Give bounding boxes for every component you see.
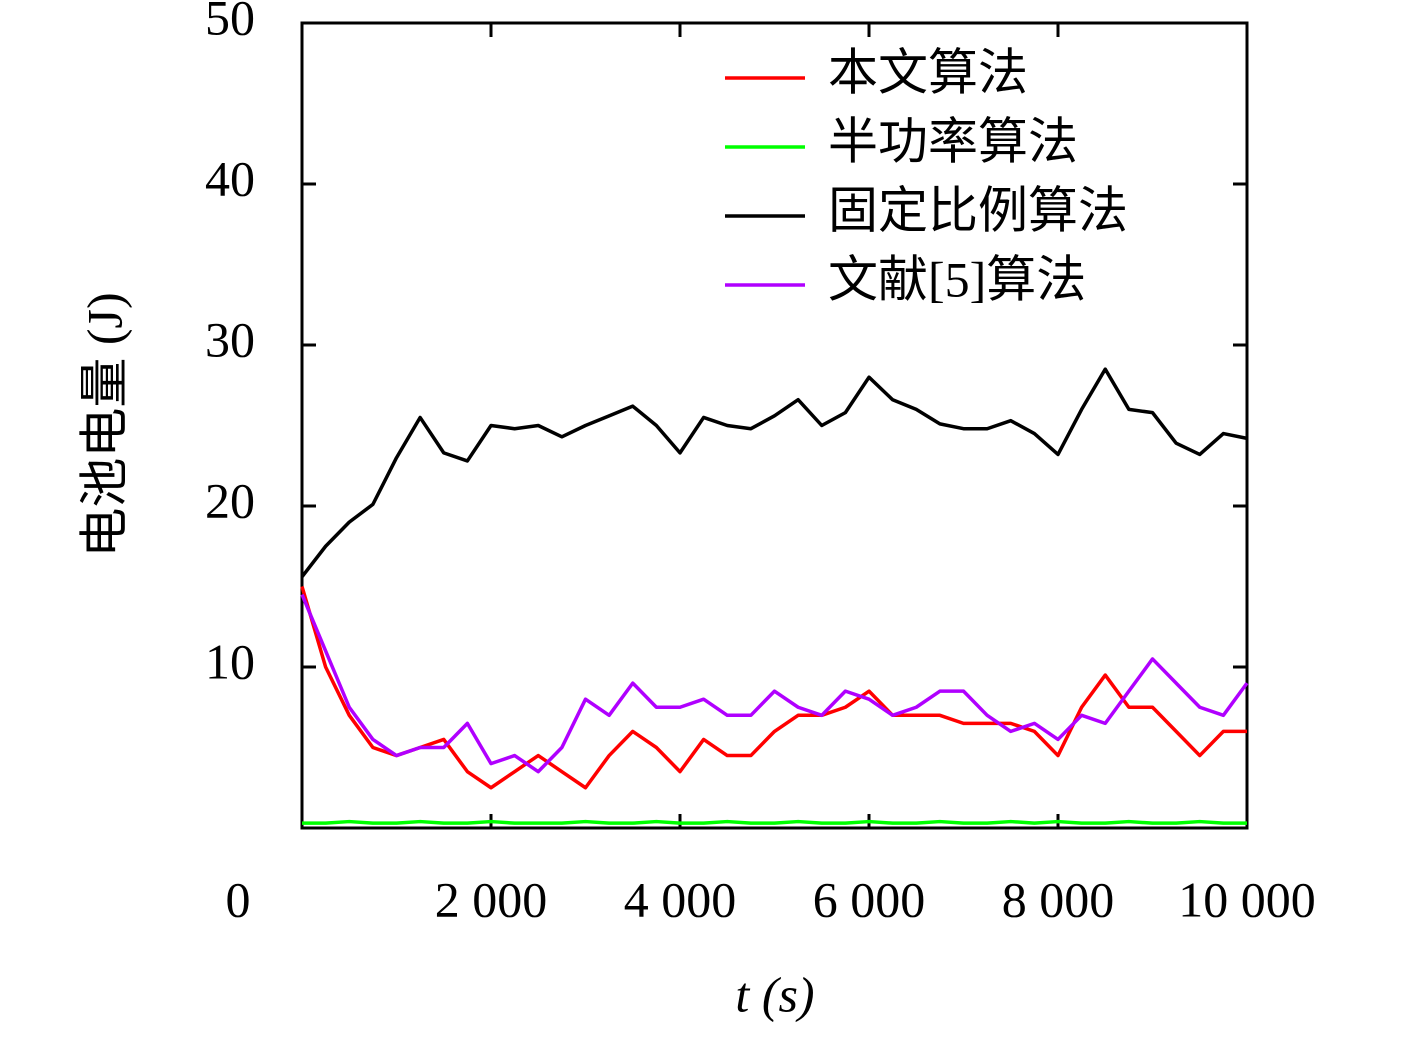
x-tick-label: 8 000 bbox=[1002, 871, 1115, 927]
series-line bbox=[300, 593, 1249, 774]
x-axis-label: t (s) bbox=[735, 966, 814, 1022]
legend-label: 本文算法 bbox=[828, 44, 1028, 100]
series-line bbox=[300, 367, 1248, 578]
y-tick-label: 30 bbox=[205, 311, 255, 367]
y-tick-label: 20 bbox=[205, 472, 255, 528]
y-tick-label: 40 bbox=[205, 150, 255, 206]
y-tick-label: 50 bbox=[205, 0, 255, 45]
y-tick-label: 10 bbox=[205, 633, 255, 689]
plot-frame bbox=[300, 21, 1249, 830]
legend-label: 文献[5]算法 bbox=[828, 251, 1086, 307]
x-tick-label: 10 000 bbox=[1178, 871, 1316, 927]
x-tick-label: 6 000 bbox=[813, 871, 926, 927]
legend-label: 固定比例算法 bbox=[828, 182, 1128, 238]
series-line bbox=[300, 586, 1247, 790]
x-tick-label: 4 000 bbox=[624, 871, 737, 927]
series-line bbox=[302, 819, 1247, 825]
x-tick-label: 0 bbox=[226, 871, 251, 927]
x-tick-label: 2 000 bbox=[435, 871, 548, 927]
y-axis-label: 电池电量 (J) bbox=[76, 292, 132, 557]
legend-label: 半功率算法 bbox=[828, 113, 1078, 169]
